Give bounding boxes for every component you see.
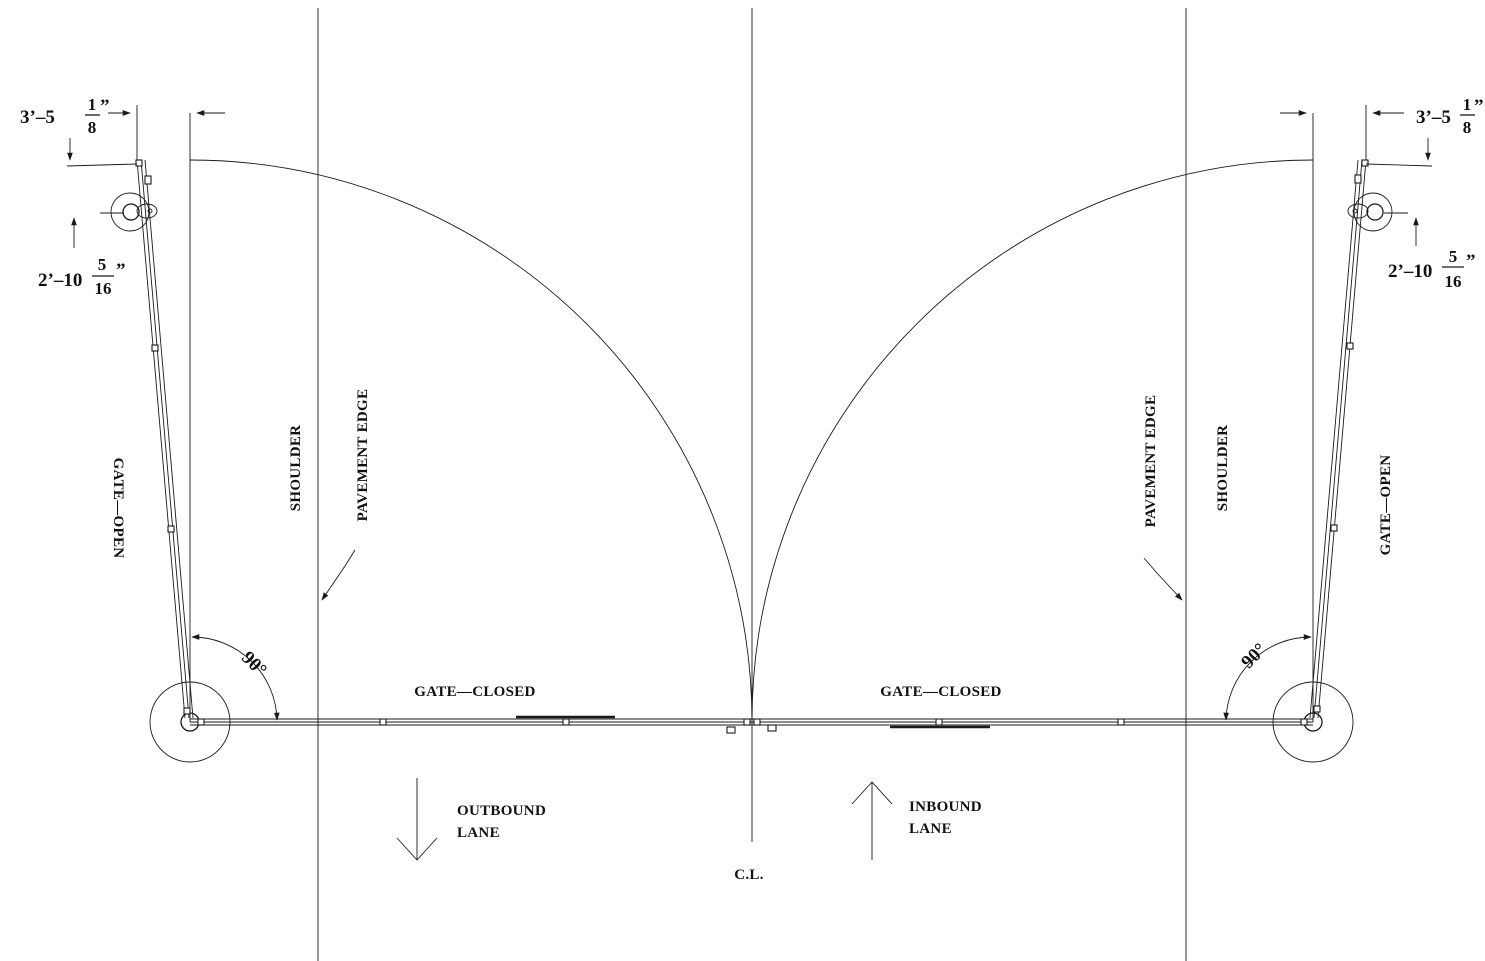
inbound-label-line1: INBOUND (909, 799, 982, 815)
left-open-gate-rail-1 (136, 159, 186, 719)
left-open-gate-rail-2 (140, 159, 190, 719)
left-angle-arc (191, 634, 280, 721)
dim-denominator: 16 (95, 279, 112, 298)
dim-leader (66, 163, 138, 167)
dim-whole: 3’–5 (1416, 107, 1451, 128)
inbound-arrowhead (851, 781, 893, 805)
right-gate-swing-arc (751, 159, 1314, 723)
right-closed-node (935, 718, 943, 726)
right-open-gate-rail-2 (1313, 159, 1363, 719)
right-counterweight-lug (1347, 203, 1369, 219)
left-gate-swing-arc (189, 159, 753, 723)
left-counterweight-lug (136, 203, 158, 219)
left-shoulder-label: SHOULDER (288, 425, 304, 512)
left-open-node (135, 159, 143, 167)
right-counterweight (1366, 203, 1384, 221)
right-open-node (1346, 342, 1354, 350)
dim-denominator: 8 (88, 118, 97, 137)
right-gate-assembly (752, 105, 1393, 763)
dim-unit: ” (1466, 251, 1476, 272)
dim-numerator: 5 (1449, 247, 1458, 266)
left-open-gate-rail-3 (144, 159, 194, 719)
left-open-node (183, 707, 191, 715)
dim-denominator: 16 (1445, 272, 1462, 291)
left-gate-closed-label: GATE—CLOSED (414, 684, 535, 700)
right-closed-node (1117, 718, 1125, 726)
right-bottom-dimension: 2’–10 5 16 ” (1384, 212, 1476, 291)
dim-numerator: 5 (98, 255, 107, 274)
dim-numerator: 1 (1463, 95, 1472, 114)
outbound-label-line1: OUTBOUND (457, 803, 546, 819)
left-open-node (151, 344, 159, 352)
left-counterweight-outer (110, 192, 150, 232)
right-gate-closed-label: GATE—CLOSED (880, 684, 1001, 700)
right-closed-node (1300, 718, 1308, 726)
dim-denominator: 8 (1463, 118, 1472, 137)
right-closed-node (767, 724, 777, 732)
right-counterweight-pin (1352, 208, 1358, 214)
right-open-node (1330, 524, 1338, 532)
right-counterweight-outer (1353, 192, 1393, 232)
left-open-node (144, 175, 152, 185)
dim-whole: 3’–5 (20, 107, 55, 128)
right-angle-arc (1223, 634, 1312, 721)
right-open-gate-rail-3 (1309, 159, 1359, 719)
dim-whole: 2’–10 (38, 270, 82, 291)
dim-leader (1365, 163, 1433, 167)
left-counterweight-pin (147, 208, 153, 214)
right-angle-label: 90° (1237, 639, 1271, 673)
dim-whole: 2’–10 (1388, 261, 1432, 282)
left-pavement-edge-label: PAVEMENT EDGE (355, 389, 371, 522)
left-bottom-dimension: 2’–10 5 16 ” (38, 212, 126, 298)
right-pavement-edge-leader (1143, 557, 1183, 601)
left-closed-node (743, 718, 751, 726)
left-closed-node (726, 726, 736, 734)
right-open-node (1361, 159, 1369, 167)
dim-unit: ” (1474, 96, 1484, 117)
left-gate-assembly (110, 105, 752, 763)
right-pavement-edge-label: PAVEMENT EDGE (1143, 395, 1159, 528)
right-top-dimension: 3’–5 1 8 ” (1280, 95, 1484, 167)
right-gate-open-label: GATE—OPEN (1378, 455, 1394, 556)
left-closed-node (379, 718, 387, 726)
left-pavement-edge-leader (321, 549, 356, 601)
right-closed-node (753, 718, 761, 726)
left-angle-label: 90° (237, 647, 271, 681)
right-shoulder-label: SHOULDER (1215, 425, 1231, 512)
outbound-label-line2: LANE (457, 825, 500, 841)
left-gate-open-label: GATE—OPEN (110, 458, 126, 559)
dim-unit: ” (100, 96, 110, 117)
left-top-dimension: 3’–5 1 8 ” (20, 95, 225, 167)
outbound-arrowhead (396, 837, 438, 861)
right-open-node (1354, 174, 1362, 184)
dim-numerator: 1 (88, 95, 97, 114)
left-counterweight (122, 203, 140, 221)
left-closed-node (197, 718, 205, 726)
left-open-node (167, 525, 175, 533)
dim-unit: ” (116, 260, 126, 281)
left-closed-node (562, 718, 570, 726)
right-open-gate-rail-1 (1317, 159, 1367, 719)
inbound-label-line2: LANE (909, 821, 952, 837)
right-open-node (1313, 705, 1321, 713)
centerline-label: C.L. (734, 867, 764, 883)
